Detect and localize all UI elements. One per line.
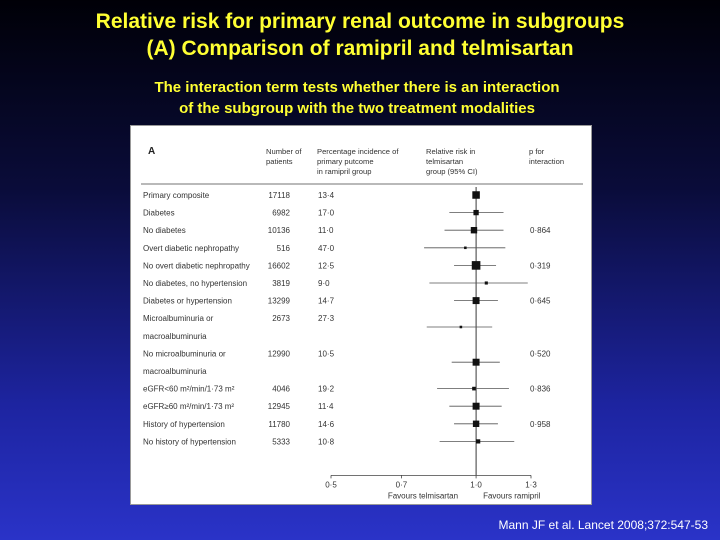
header-p-interaction: p for xyxy=(529,147,545,156)
row-patients: 5333 xyxy=(272,437,290,446)
row-patients: 17118 xyxy=(268,191,290,200)
row-percentage: 17·0 xyxy=(318,209,335,218)
row-p-value: 0·520 xyxy=(530,349,551,358)
row-percentage: 11·0 xyxy=(318,226,334,235)
row-label: Overt diabetic nephropathy xyxy=(143,244,239,253)
subtitle-line-2: of the subgroup with the two treatment m… xyxy=(179,100,535,117)
row-label-continued: macroalbuminuria xyxy=(143,332,207,341)
row-patients: 516 xyxy=(277,244,291,253)
header-percentage: primary putcome xyxy=(317,157,374,166)
row-patients: 12990 xyxy=(268,349,291,358)
row-label: Primary composite xyxy=(143,191,210,200)
row-patients: 3819 xyxy=(272,279,290,288)
row-percentage: 19·2 xyxy=(318,385,335,394)
row-label: History of hypertension xyxy=(143,420,225,429)
row-p-value: 0·864 xyxy=(530,226,551,235)
header-percentage: Percentage incidence of xyxy=(317,147,399,156)
title-line-1: Relative risk for primary renal outcome … xyxy=(95,10,625,33)
point-estimate xyxy=(476,439,481,444)
slide-subtitle: The interaction term tests whether there… xyxy=(0,77,714,119)
point-estimate xyxy=(472,297,480,305)
row-percentage: 14·6 xyxy=(318,420,335,429)
row-patients: 2673 xyxy=(272,314,290,323)
point-estimate xyxy=(464,246,467,250)
point-estimate xyxy=(473,209,479,216)
point-estimate xyxy=(472,191,480,199)
row-label: eGFR<60 m²/min/1·73 m² xyxy=(143,385,235,394)
row-patients: 11780 xyxy=(268,420,290,429)
point-estimate xyxy=(484,281,488,285)
citation: Mann JF et al. Lancet 2008;372:547-53 xyxy=(498,518,708,532)
x-tick-label: 0·7 xyxy=(396,480,408,489)
slide-title: Relative risk for primary renal outcome … xyxy=(0,8,720,62)
header-patients: Number of xyxy=(266,147,302,156)
point-estimate xyxy=(472,386,476,391)
row-label: No diabetes, no hypertension xyxy=(143,279,247,288)
row-label: No microalbuminuria or xyxy=(143,349,226,358)
point-estimate xyxy=(472,402,480,410)
row-percentage: 10·8 xyxy=(318,437,335,446)
row-label: eGFR≥60 m²/min/1·73 m² xyxy=(143,402,234,411)
row-percentage: 11·4 xyxy=(318,402,334,411)
x-tick-label: 0·5 xyxy=(325,480,337,489)
row-label: Diabetes xyxy=(143,209,175,218)
header-relative-risk: Relative risk in xyxy=(426,147,475,156)
point-estimate xyxy=(472,358,480,366)
subtitle-line-1: The interaction term tests whether there… xyxy=(154,79,560,96)
row-patients: 4046 xyxy=(272,385,290,394)
x-tick-label: 1·0 xyxy=(470,480,482,489)
row-label: Microalbuminuria or xyxy=(143,314,214,323)
row-p-value: 0·645 xyxy=(530,297,551,306)
header-relative-risk: telmisartan xyxy=(426,157,463,166)
point-estimate xyxy=(470,227,478,234)
row-patients: 12945 xyxy=(268,402,291,411)
header-percentage: in ramipril group xyxy=(317,167,371,176)
row-percentage: 47·0 xyxy=(318,244,335,253)
row-label: No diabetes xyxy=(143,226,186,235)
row-patients: 16602 xyxy=(268,261,291,270)
row-label-continued: macroalbuminuria xyxy=(143,367,207,376)
row-patients: 6982 xyxy=(272,209,290,218)
x-label-right: Favours ramipril xyxy=(483,491,541,500)
row-p-value: 0·836 xyxy=(530,385,551,394)
x-label-left: Favours telmisartan xyxy=(388,491,458,500)
row-label: No overt diabetic nephropathy xyxy=(143,261,250,270)
row-p-value: 0·958 xyxy=(530,420,551,429)
row-label: Diabetes or hypertension xyxy=(143,297,232,306)
x-tick-label: 1·3 xyxy=(525,480,537,489)
row-patients: 10136 xyxy=(268,226,291,235)
title-line-2: (A) Comparison of ramipril and telmisart… xyxy=(146,37,574,60)
point-estimate xyxy=(471,261,481,270)
header-patients: patients xyxy=(266,157,293,166)
row-percentage: 12·5 xyxy=(318,261,335,270)
row-patients: 13299 xyxy=(268,297,291,306)
row-percentage: 27·3 xyxy=(318,314,335,323)
row-percentage: 9·0 xyxy=(318,279,330,288)
row-percentage: 14·7 xyxy=(318,297,335,306)
row-percentage: 13·4 xyxy=(318,191,335,200)
row-percentage: 10·5 xyxy=(318,349,335,358)
row-p-value: 0·319 xyxy=(530,261,551,270)
point-estimate xyxy=(472,420,480,427)
header-p-interaction: interaction xyxy=(529,157,564,166)
header-relative-risk: group (95% CI) xyxy=(426,167,478,176)
row-label: No history of hypertension xyxy=(143,437,236,446)
point-estimate xyxy=(459,325,463,329)
panel-label: A xyxy=(148,146,155,157)
forest-plot-panel: A Number of patients Percentage incidence o… xyxy=(130,125,592,505)
